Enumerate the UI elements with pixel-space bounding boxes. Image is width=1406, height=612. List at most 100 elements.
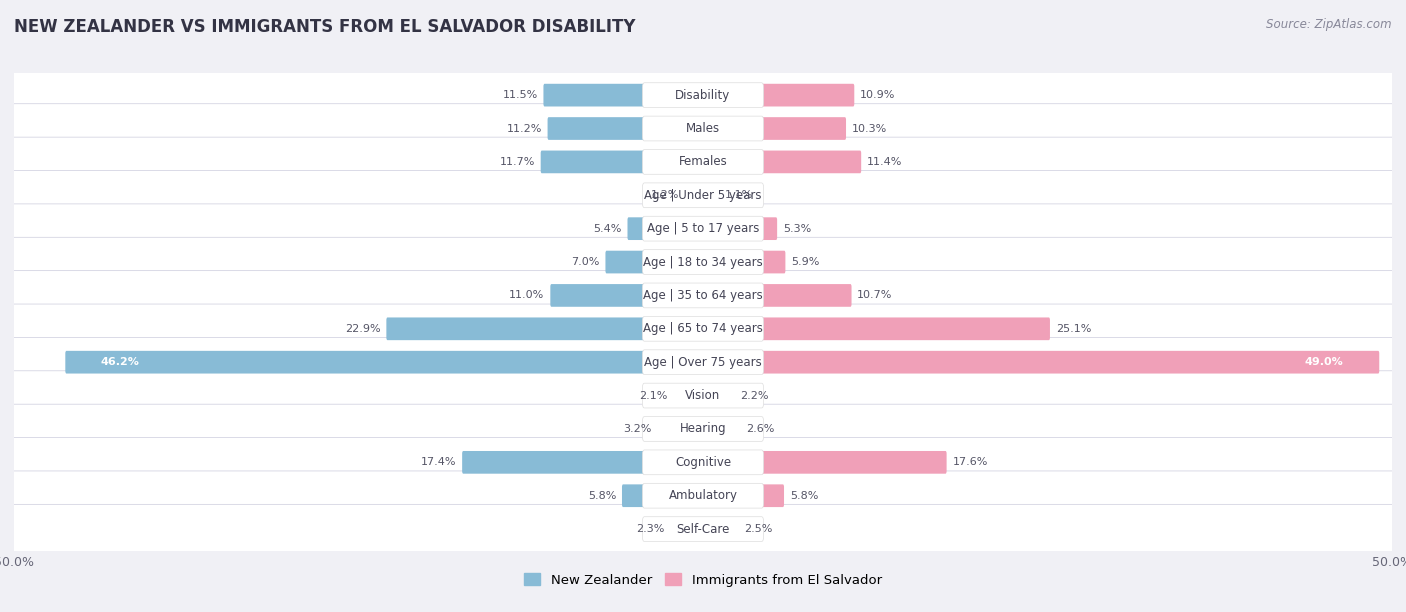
Text: Age | 65 to 74 years: Age | 65 to 74 years [643,323,763,335]
FancyBboxPatch shape [10,204,1396,253]
FancyBboxPatch shape [10,337,1396,387]
Text: 17.4%: 17.4% [420,457,457,468]
Text: 2.3%: 2.3% [636,524,665,534]
FancyBboxPatch shape [10,171,1396,220]
FancyBboxPatch shape [702,351,1379,373]
Text: Females: Females [679,155,727,168]
FancyBboxPatch shape [10,271,1396,320]
FancyBboxPatch shape [702,451,946,474]
FancyBboxPatch shape [643,216,763,241]
FancyBboxPatch shape [387,318,704,340]
Text: 7.0%: 7.0% [571,257,599,267]
FancyBboxPatch shape [547,117,704,140]
Text: Disability: Disability [675,89,731,102]
Text: 17.6%: 17.6% [952,457,988,468]
Text: 2.6%: 2.6% [745,424,775,434]
FancyBboxPatch shape [702,151,862,173]
FancyBboxPatch shape [10,438,1396,487]
Text: 1.2%: 1.2% [651,190,679,200]
Text: Age | 35 to 64 years: Age | 35 to 64 years [643,289,763,302]
Text: 49.0%: 49.0% [1305,357,1344,367]
FancyBboxPatch shape [65,351,704,373]
Text: 5.4%: 5.4% [593,223,621,234]
FancyBboxPatch shape [685,184,704,207]
Text: 25.1%: 25.1% [1056,324,1091,334]
FancyBboxPatch shape [10,404,1396,453]
FancyBboxPatch shape [643,450,763,475]
FancyBboxPatch shape [10,70,1396,120]
Text: Age | 18 to 34 years: Age | 18 to 34 years [643,256,763,269]
Text: Ambulatory: Ambulatory [668,489,738,502]
Text: 11.0%: 11.0% [509,291,544,300]
FancyBboxPatch shape [702,217,778,240]
FancyBboxPatch shape [702,184,720,207]
Text: 11.7%: 11.7% [499,157,534,167]
FancyBboxPatch shape [643,250,763,274]
FancyBboxPatch shape [702,384,734,407]
Text: NEW ZEALANDER VS IMMIGRANTS FROM EL SALVADOR DISABILITY: NEW ZEALANDER VS IMMIGRANTS FROM EL SALV… [14,18,636,36]
FancyBboxPatch shape [673,384,704,407]
FancyBboxPatch shape [643,483,763,508]
Text: 11.4%: 11.4% [868,157,903,167]
Text: 10.3%: 10.3% [852,124,887,133]
Text: 10.9%: 10.9% [860,90,896,100]
FancyBboxPatch shape [702,417,740,440]
Text: Age | Under 5 years: Age | Under 5 years [644,188,762,202]
FancyBboxPatch shape [10,371,1396,420]
FancyBboxPatch shape [643,83,763,108]
Text: 10.7%: 10.7% [858,291,893,300]
FancyBboxPatch shape [643,517,763,542]
Text: 5.3%: 5.3% [783,223,811,234]
Text: Age | Over 75 years: Age | Over 75 years [644,356,762,368]
FancyBboxPatch shape [658,417,704,440]
FancyBboxPatch shape [671,518,704,540]
FancyBboxPatch shape [10,237,1396,287]
FancyBboxPatch shape [643,283,763,308]
FancyBboxPatch shape [702,284,852,307]
Text: Source: ZipAtlas.com: Source: ZipAtlas.com [1267,18,1392,31]
Legend: New Zealander, Immigrants from El Salvador: New Zealander, Immigrants from El Salvad… [519,568,887,592]
FancyBboxPatch shape [10,504,1396,554]
FancyBboxPatch shape [702,318,1050,340]
FancyBboxPatch shape [463,451,704,474]
Text: 22.9%: 22.9% [344,324,381,334]
FancyBboxPatch shape [606,251,704,274]
Text: 11.5%: 11.5% [502,90,537,100]
FancyBboxPatch shape [643,149,763,174]
Text: 1.1%: 1.1% [725,190,754,200]
FancyBboxPatch shape [550,284,704,307]
Text: Vision: Vision [685,389,721,402]
FancyBboxPatch shape [621,484,704,507]
FancyBboxPatch shape [10,104,1396,153]
FancyBboxPatch shape [702,84,855,106]
FancyBboxPatch shape [702,518,738,540]
FancyBboxPatch shape [10,304,1396,354]
FancyBboxPatch shape [627,217,704,240]
FancyBboxPatch shape [544,84,704,106]
Text: Self-Care: Self-Care [676,523,730,536]
Text: Cognitive: Cognitive [675,456,731,469]
FancyBboxPatch shape [643,183,763,207]
FancyBboxPatch shape [10,137,1396,187]
FancyBboxPatch shape [643,350,763,375]
FancyBboxPatch shape [643,316,763,341]
Text: 5.9%: 5.9% [792,257,820,267]
FancyBboxPatch shape [541,151,704,173]
Text: 2.2%: 2.2% [740,390,769,401]
Text: Hearing: Hearing [679,422,727,436]
Text: 2.5%: 2.5% [744,524,773,534]
Text: Age | 5 to 17 years: Age | 5 to 17 years [647,222,759,235]
Text: 5.8%: 5.8% [790,491,818,501]
FancyBboxPatch shape [702,251,786,274]
Text: 5.8%: 5.8% [588,491,616,501]
FancyBboxPatch shape [702,117,846,140]
Text: Males: Males [686,122,720,135]
Text: 46.2%: 46.2% [101,357,139,367]
FancyBboxPatch shape [643,383,763,408]
FancyBboxPatch shape [643,116,763,141]
Text: 3.2%: 3.2% [624,424,652,434]
Text: 2.1%: 2.1% [638,390,668,401]
FancyBboxPatch shape [10,471,1396,520]
FancyBboxPatch shape [702,484,785,507]
FancyBboxPatch shape [643,417,763,441]
